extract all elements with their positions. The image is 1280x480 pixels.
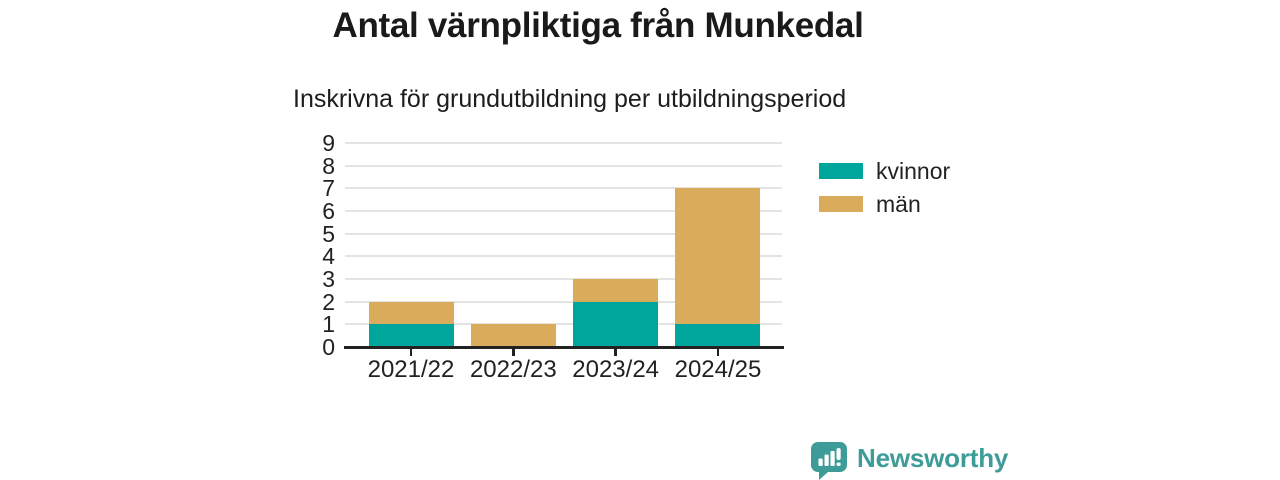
x-axis-tick-mark — [716, 349, 720, 356]
bar-2024/25-män[interactable] — [675, 188, 761, 325]
y-axis-tick-label: 9 — [322, 130, 335, 156]
gridline — [345, 164, 782, 167]
y-axis-tick-label: 7 — [322, 175, 335, 202]
gridline — [345, 278, 782, 280]
plot-area: 0 1 2 3 4 5 6 7 8 9 2021/22 2022/23 2023/24 2024/25 — [322, 130, 784, 383]
legend-swatch — [819, 196, 863, 212]
x-axis-tick-label: 2023/24 — [572, 356, 660, 383]
legend: kvinnor män — [819, 158, 950, 217]
y-axis-tick-label: 1 — [322, 311, 335, 338]
bar-2021/22-kvinnor[interactable] — [368, 324, 454, 347]
gridline — [345, 142, 782, 144]
brand-name: Newsworthy — [857, 443, 1009, 473]
bar-2021/22-män[interactable] — [368, 301, 454, 325]
y-axis-tick-label: 4 — [322, 243, 335, 270]
y-axis-tick-label: 6 — [322, 198, 335, 224]
gridline — [345, 187, 782, 190]
x-axis-tick-label: 2021/22 — [367, 356, 455, 383]
chart-subtitle: Inskrivna för grundutbildning per utbild… — [293, 85, 847, 113]
bar-2023/24-kvinnor[interactable] — [573, 301, 659, 347]
bar-2024/25-kvinnor[interactable] — [675, 324, 761, 347]
newsworthy-logo[interactable]: Newsworthy — [811, 442, 1008, 480]
legend-label: kvinnor — [876, 157, 951, 184]
bar-2023/24-män[interactable] — [573, 279, 659, 302]
x-axis-tick-mark — [409, 349, 413, 356]
gridline — [345, 210, 782, 212]
legend-label: män — [876, 190, 921, 217]
chart-title: Antal värnpliktiga från Munkedal — [332, 6, 864, 45]
y-axis-tick-label: 5 — [322, 220, 335, 247]
y-axis-tick-label: 3 — [322, 266, 335, 292]
legend-item-kvinnor[interactable]: kvinnor — [819, 158, 950, 184]
x-axis-tick-label: 2024/25 — [674, 356, 762, 383]
y-axis-tick-label: 2 — [322, 288, 335, 315]
gridline — [345, 323, 782, 326]
bar-chart-speech-bubble-icon — [811, 442, 847, 480]
gridline — [345, 232, 782, 235]
bar-2022/23-män[interactable] — [470, 324, 556, 347]
gridline — [345, 300, 782, 303]
x-axis-line — [344, 346, 784, 349]
x-axis-tick-mark — [614, 349, 617, 356]
x-axis-tick-label: 2022/23 — [469, 356, 557, 383]
y-axis-tick-label: 8 — [322, 152, 335, 179]
legend-swatch — [819, 163, 863, 179]
gridline — [345, 255, 782, 258]
y-axis-tick-label: 0 — [322, 334, 335, 360]
legend-item-män[interactable]: män — [819, 191, 950, 217]
x-axis-tick-mark — [512, 349, 515, 356]
